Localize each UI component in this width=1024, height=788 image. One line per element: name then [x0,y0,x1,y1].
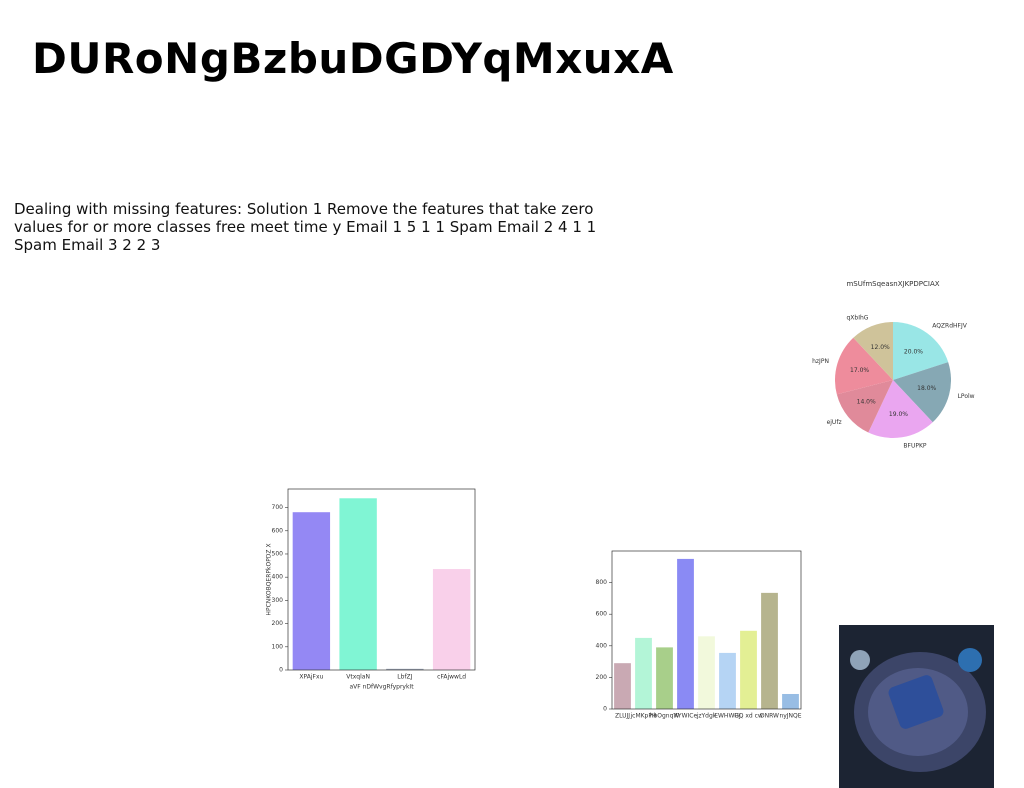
bar [761,592,778,709]
bar [386,668,424,670]
bar [677,558,694,709]
slice-value: 17.0% [850,367,869,374]
pie-slice [853,322,893,380]
slice-value: 19.0% [889,411,908,418]
y-tick-label: 0 [603,706,607,713]
slice-value: 20.0% [904,348,923,355]
pie-title: mSUfmSqeasnXJKPDPCIAX [846,280,939,288]
slice-label: qXbIhG [846,314,868,321]
y-tick-label: 0 [279,667,283,674]
x-tick-label: ZLUJJ [615,713,630,720]
slice-label: hzJPN [812,358,829,365]
x-tick-label: HQ xd cw [734,713,763,720]
bar [656,647,673,709]
x-tick-label: XYWICe [674,713,698,720]
pie-slice [868,380,933,438]
x-tick-label: jcMKpPH [629,713,656,720]
x-tick-label: hbOgnqW [650,713,680,720]
x-tick-label: jzYdgk [696,713,717,720]
axes-frame [287,488,476,671]
y-axis-label: HPCNKOBQERPkOPDZ X [266,543,273,615]
y-tick-label: 800 [596,579,608,586]
slice-value: 14.0% [857,399,876,406]
bar [292,512,331,670]
y-tick-label: 200 [272,620,284,627]
y-tick-label: 500 [272,550,284,557]
x-tick-label: nyJNQE [779,713,801,720]
bar [339,498,377,670]
page-title: DURoNgBzbuDGDYqMxuxA [32,34,674,83]
y-tick-label: 400 [596,642,608,649]
slice-value: 18.0% [917,385,936,392]
slice-label: AQZRdHFJV [932,323,968,330]
y-tick-label: 700 [272,504,284,511]
bar [635,637,652,709]
x-axis-label: aVF nDfWvgRfyprykIt [349,684,414,691]
bar [614,663,631,709]
pie-slice [834,337,893,395]
x-tick-label: cFAjwwLd [437,674,466,681]
bar [740,630,757,709]
y-tick-label: 600 [596,611,608,618]
slice-label: LPolw [958,393,975,400]
body-text: Dealing with missing features: Solution … [14,200,597,254]
slice-label: BFUPKP [903,442,927,449]
pie-slice [893,362,951,423]
y-tick-label: 200 [596,674,608,681]
x-tick-label: DNRW [760,713,779,720]
x-tick-label: VtxqlaN [346,674,370,681]
slice-value: 12.0% [871,344,890,351]
x-tick-label: XPAjFxu [299,674,323,681]
x-tick-label: LbfZJ [397,674,412,681]
pie-slice [893,322,949,380]
bar [698,636,715,709]
slice-label: ejUfz [827,419,842,426]
y-tick-label: 100 [272,643,284,650]
y-tick-label: 400 [272,574,284,581]
y-tick-label: 300 [272,597,284,604]
bar [432,569,471,670]
axes-frame [611,550,802,710]
photo [839,625,994,788]
y-tick-label: 600 [272,527,284,534]
pie-slice [836,380,893,433]
bar [782,693,799,709]
x-tick-label: EWHWGJ [714,713,741,720]
bar [719,652,736,709]
